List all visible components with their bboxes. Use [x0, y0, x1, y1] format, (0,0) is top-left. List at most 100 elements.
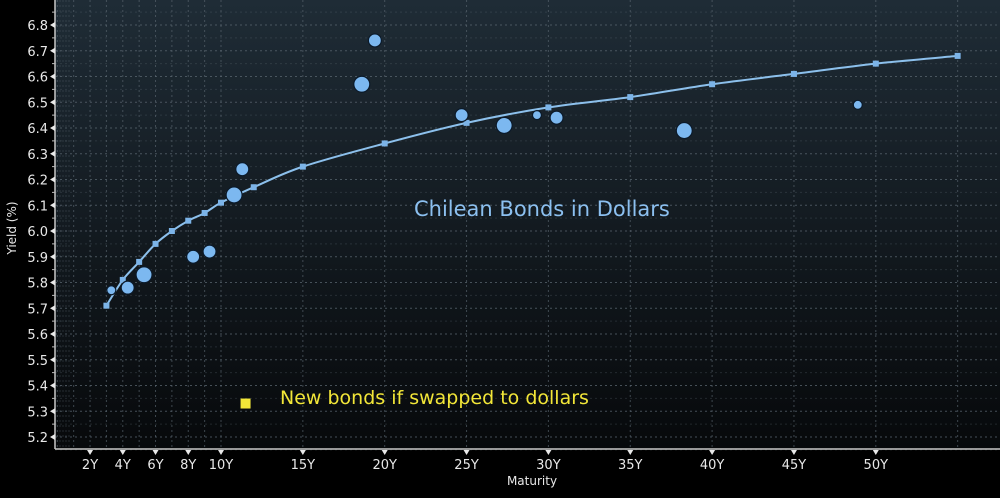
curve-marker: [103, 302, 110, 309]
y-tick-mark: [50, 99, 55, 106]
bond-bubble: [367, 33, 382, 48]
bond-bubble: [675, 121, 693, 140]
y-tick-label: 6.8: [27, 19, 48, 34]
x-tick-mark: [185, 450, 192, 455]
curve-marker: [954, 52, 961, 59]
x-tick-label: 2Y: [82, 458, 98, 473]
curve-marker: [709, 81, 716, 88]
y-tick-label: 5.5: [27, 354, 48, 369]
fitted-yield-curve: [103, 52, 961, 309]
y-tick-mark: [50, 202, 55, 209]
x-tick-mark: [872, 450, 879, 455]
y-tick-mark: [50, 331, 55, 337]
y-tick-mark: [50, 279, 55, 286]
curve-marker: [136, 258, 143, 265]
x-tick-label: 45Y: [782, 458, 807, 473]
y-tick-label: 5.2: [27, 431, 48, 446]
x-tick-mark: [709, 450, 716, 455]
x-tick-mark: [87, 450, 94, 455]
new-bond-marker: [240, 398, 251, 409]
y-tick-label: 6.5: [27, 96, 48, 111]
bond-bubble: [495, 116, 513, 135]
bond-bubbles: [106, 33, 863, 296]
x-tick-mark: [152, 450, 159, 455]
curve-marker: [168, 228, 175, 234]
y-tick-mark: [50, 125, 55, 131]
curve-marker: [152, 240, 159, 247]
curve-marker: [299, 163, 306, 170]
curve-marker: [381, 140, 388, 147]
bond-bubble: [135, 266, 153, 284]
y-tick-label: 5.4: [27, 380, 48, 395]
y-tick-label: 6.6: [27, 71, 48, 86]
x-tick-mark: [218, 450, 224, 455]
y-tick-mark: [50, 408, 55, 415]
x-tick-label: 8Y: [180, 458, 196, 473]
bond-bubble: [235, 162, 250, 177]
curve-marker: [218, 199, 224, 206]
y-tick-mark: [50, 73, 55, 80]
bond-bubble: [531, 110, 543, 121]
bond-bubble: [852, 99, 863, 110]
curve-marker: [463, 119, 470, 126]
x-tick-mark: [381, 450, 388, 455]
y-tick-mark: [50, 228, 55, 234]
x-tick-mark: [463, 450, 470, 455]
y-tick-label: 6.3: [27, 148, 48, 163]
y-tick-label: 5.6: [27, 328, 48, 343]
x-tick-label: 15Y: [291, 458, 316, 473]
x-tick-label: 20Y: [372, 458, 397, 473]
annotation-new-bonds: New bonds if swapped to dollars: [280, 387, 589, 409]
x-tick-mark: [299, 450, 306, 455]
y-axis-title: Yield (%): [5, 201, 19, 255]
bond-bubble: [353, 75, 371, 93]
x-tick-mark: [119, 450, 126, 455]
x-axis-ticks: 2Y 4Y 6Y 8Y 10Y 15Y 20Y 25Y 30Y 35Y 40Y 45Y 50Y: [82, 450, 888, 473]
annotation-chilean-bonds: Chilean Bonds in Dollars: [414, 197, 670, 221]
y-tick-label: 6.4: [27, 122, 48, 137]
y-tick-mark: [50, 434, 55, 440]
y-tick-label: 6.7: [27, 45, 48, 60]
y-tick-mark: [50, 253, 55, 260]
curve-marker: [627, 94, 634, 101]
x-tick-label: 6Y: [147, 458, 163, 473]
x-tick-label: 10Y: [209, 458, 234, 473]
y-tick-mark: [50, 305, 55, 312]
y-tick-label: 5.8: [27, 277, 48, 292]
bond-bubble: [202, 244, 217, 259]
y-tick-label: 6.0: [27, 225, 48, 240]
x-tick-mark: [627, 450, 634, 455]
x-tick-label: 50Y: [864, 458, 889, 473]
x-tick-label: 35Y: [618, 458, 643, 473]
y-tick-label: 6.1: [27, 199, 48, 214]
y-tick-mark: [50, 382, 55, 389]
y-tick-mark: [50, 150, 55, 157]
x-tick-label: 4Y: [115, 458, 131, 473]
curve-marker: [545, 104, 552, 111]
x-axis-title: Maturity: [507, 474, 557, 488]
y-tick-mark: [50, 47, 55, 54]
bond-bubble: [106, 285, 117, 296]
bond-bubble: [225, 186, 243, 204]
bond-bubble: [454, 108, 469, 123]
new-bond-markers: [240, 398, 251, 409]
curve-marker: [790, 70, 797, 77]
curve-marker: [872, 60, 879, 67]
bond-bubble: [186, 249, 201, 264]
bond-bubble: [549, 110, 564, 125]
y-tick-label: 5.7: [27, 302, 48, 317]
plot-area: [55, 0, 1000, 449]
x-tick-mark: [790, 450, 797, 455]
curve-marker: [250, 184, 257, 191]
y-tick-label: 6.2: [27, 174, 48, 189]
y-tick-mark: [50, 176, 55, 183]
y-tick-label: 5.9: [27, 251, 48, 266]
x-tick-label: 25Y: [454, 458, 479, 473]
x-tick-label: 30Y: [536, 458, 561, 473]
x-tick-mark: [545, 450, 552, 455]
curve-marker: [185, 217, 192, 224]
y-tick-mark: [50, 22, 55, 28]
y-tick-mark: [50, 356, 55, 363]
y-tick-label: 5.3: [27, 405, 48, 420]
